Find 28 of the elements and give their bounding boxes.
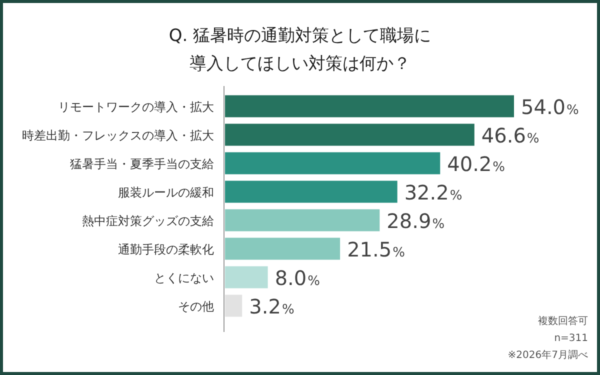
bar [225, 124, 474, 146]
data-label: 46.6% [481, 123, 540, 148]
data-label: 40.2% [447, 152, 506, 176]
data-label: 21.5% [347, 237, 405, 262]
data-label: 54.0% [521, 94, 579, 119]
y-tick-label: 熱中症対策グッズの支給 [82, 214, 214, 228]
bar [225, 209, 380, 232]
data-label: 3.2% [249, 294, 294, 318]
bar [225, 266, 268, 288]
text: n=311 [554, 333, 588, 344]
y-tick-label: 服装ルールの緩和 [118, 185, 214, 200]
y-tick-label: とくにない [154, 270, 214, 285]
y-tick-label: リモートワークの導入・拡大 [58, 100, 214, 114]
bar [225, 180, 398, 203]
bar [225, 238, 340, 260]
text: 複数回答可 [538, 315, 588, 327]
title: Q. 猛暑時の通勤対策として職場に導入してほしい対策は何か？ [168, 25, 432, 76]
bar [225, 152, 440, 174]
y-tick-label: 時差出勤・フレックスの導入・拡大 [22, 128, 214, 142]
bar [225, 95, 514, 118]
bar [225, 294, 242, 317]
data-label: 32.2% [404, 180, 462, 204]
y-tick-label: 通勤手段の柔軟化 [118, 242, 214, 256]
text: ※2026年7月調べ [508, 349, 588, 361]
data-label: 8.0% [274, 266, 320, 290]
y-tick-label: 猛暑手当・夏季手当の支給 [70, 156, 214, 171]
data-label: 28.9% [386, 208, 445, 233]
y-tick-label: その他 [178, 299, 214, 314]
